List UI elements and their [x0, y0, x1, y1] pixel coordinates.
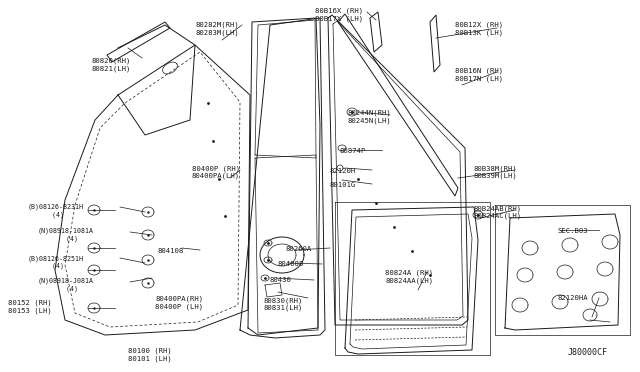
Text: 804108: 804108 — [158, 248, 184, 254]
Text: 82120H: 82120H — [330, 168, 356, 174]
Text: 80B16X (RH)
80B17X (LH): 80B16X (RH) 80B17X (LH) — [315, 8, 363, 22]
Text: 80244N(RH)
80245N(LH): 80244N(RH) 80245N(LH) — [348, 110, 392, 124]
Text: 80824A (RH)
80824AA(LH): 80824A (RH) 80824AA(LH) — [385, 270, 433, 284]
Text: 80430: 80430 — [270, 277, 292, 283]
Text: 804008: 804008 — [278, 261, 304, 267]
Text: 80830(RH)
80831(LH): 80830(RH) 80831(LH) — [264, 297, 303, 311]
Text: 80282M(RH)
80283M(LH): 80282M(RH) 80283M(LH) — [195, 22, 239, 36]
Text: (N)08918-1081A
       (4): (N)08918-1081A (4) — [38, 228, 94, 242]
Text: 80400PA(RH)
80400P (LH): 80400PA(RH) 80400P (LH) — [155, 296, 203, 310]
Text: SEC.B03: SEC.B03 — [557, 228, 588, 234]
Text: 80400P (RH)
80400PA(LH): 80400P (RH) 80400PA(LH) — [192, 165, 240, 179]
Text: (B)08126-B231H
      (4): (B)08126-B231H (4) — [28, 204, 84, 218]
Text: (B)08126-8251H
      (4): (B)08126-8251H (4) — [28, 255, 84, 269]
Text: 80874P: 80874P — [340, 148, 366, 154]
Text: 80B24AB(RH)
80B24AC(LH): 80B24AB(RH) 80B24AC(LH) — [473, 205, 521, 219]
Text: 80100 (RH)
80101 (LH): 80100 (RH) 80101 (LH) — [128, 348, 172, 362]
Text: (N)08918-J081A
       (4): (N)08918-J081A (4) — [38, 278, 94, 292]
Text: 80820(RH)
80821(LH): 80820(RH) 80821(LH) — [92, 58, 131, 72]
Text: 80152 (RH)
80153 (LH): 80152 (RH) 80153 (LH) — [8, 300, 52, 314]
Text: 80101G: 80101G — [330, 182, 356, 188]
Text: J80000CF: J80000CF — [568, 348, 608, 357]
Text: 82120HA: 82120HA — [557, 295, 588, 301]
Text: 80B16N (RH)
80B17N (LH): 80B16N (RH) 80B17N (LH) — [455, 68, 503, 82]
Text: 80B38M(RH)
80B39M(LH): 80B38M(RH) 80B39M(LH) — [473, 165, 516, 179]
Text: 80260A: 80260A — [286, 246, 312, 252]
Text: 80B12X (RH)
80B13K (LH): 80B12X (RH) 80B13K (LH) — [455, 22, 503, 36]
